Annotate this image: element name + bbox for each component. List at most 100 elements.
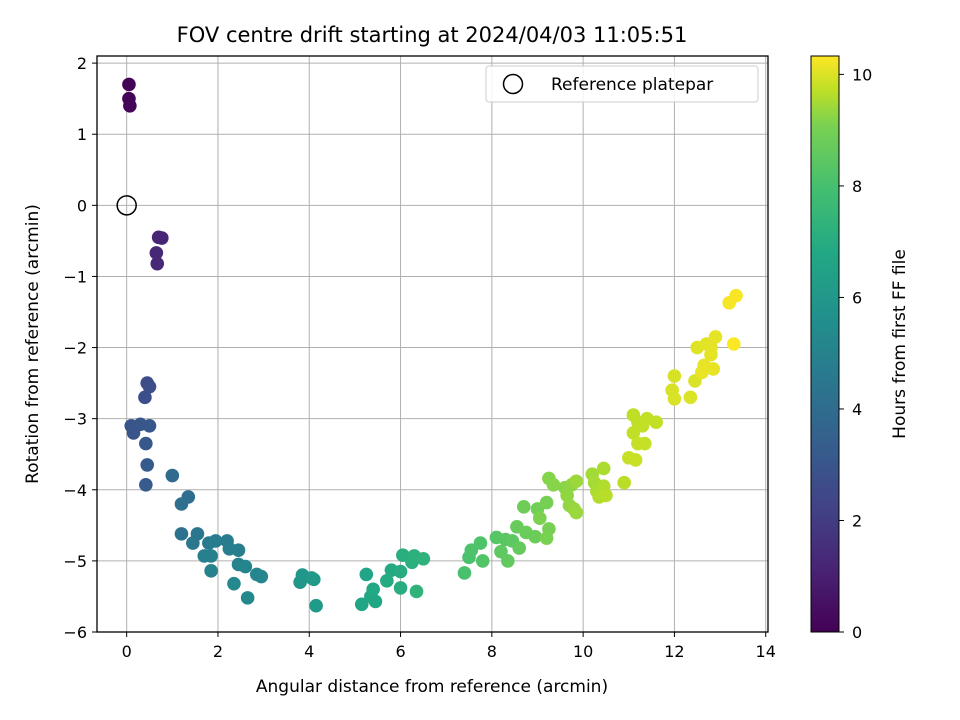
x-tick-label: 4 — [304, 642, 314, 661]
data-point — [501, 554, 515, 568]
data-point — [231, 543, 246, 558]
data-point — [396, 548, 410, 562]
data-point — [617, 475, 632, 490]
data-point — [704, 347, 718, 362]
data-point — [726, 337, 741, 351]
y-tick-label: −4 — [63, 481, 87, 500]
x-tick-label: 8 — [487, 642, 497, 661]
y-tick-label: −6 — [63, 623, 87, 642]
data-point — [409, 584, 424, 599]
data-point — [393, 581, 408, 595]
data-point — [368, 594, 383, 609]
data-point — [254, 569, 269, 584]
y-tick-label: −2 — [63, 339, 87, 358]
data-point — [569, 474, 584, 489]
colorbar-gradient — [810, 55, 840, 633]
data-point — [539, 531, 554, 545]
data-point — [140, 458, 155, 472]
data-point — [122, 77, 136, 92]
data-point — [599, 488, 613, 503]
data-point — [596, 461, 611, 476]
plot-frame — [96, 55, 769, 633]
data-point — [155, 231, 169, 245]
data-point — [667, 391, 682, 406]
data-point — [649, 415, 663, 430]
data-point — [512, 541, 527, 555]
colorbar-tick-label: 0 — [852, 623, 862, 642]
y-axis-ticks: −6 −5 −4 −3 −2 −1 0 1 2 — [63, 54, 97, 642]
data-point — [186, 536, 200, 550]
x-tick-label: 10 — [573, 642, 593, 661]
y-tick-label: 2 — [77, 54, 87, 73]
legend-label: Reference platepar — [551, 75, 713, 95]
y-tick-label: −3 — [63, 410, 87, 429]
data-point — [359, 567, 374, 582]
data-point — [204, 549, 218, 563]
data-point — [139, 478, 153, 492]
colorbar-tick-label: 2 — [852, 511, 862, 530]
data-point — [457, 566, 472, 580]
data-points — [122, 77, 743, 613]
chart-title: FOV centre drift starting at 2024/04/03 … — [177, 23, 688, 47]
data-point — [142, 418, 157, 433]
data-point — [227, 576, 241, 591]
y-tick-label: −5 — [63, 552, 87, 571]
data-point — [208, 534, 223, 548]
data-point — [380, 574, 394, 588]
data-point — [528, 529, 543, 544]
data-point — [475, 554, 490, 568]
grid-lines — [97, 56, 768, 633]
data-point — [539, 495, 554, 510]
colorbar-tick-label: 6 — [852, 288, 862, 307]
data-point — [393, 564, 408, 579]
data-point — [708, 330, 723, 344]
data-point — [238, 559, 253, 574]
data-point — [532, 511, 547, 526]
data-point — [366, 582, 380, 597]
colorbar-title: Hours from first FF file — [890, 249, 910, 439]
data-point — [240, 591, 255, 605]
y-tick-label: 1 — [77, 125, 87, 144]
x-axis-ticks: 0 2 4 6 8 10 12 14 — [122, 632, 776, 661]
legend-box — [485, 65, 759, 103]
data-point — [149, 246, 164, 260]
data-point — [416, 551, 431, 566]
x-tick-label: 6 — [395, 642, 405, 661]
reference-point — [116, 195, 137, 216]
data-point — [569, 505, 584, 520]
data-point — [165, 468, 180, 483]
x-axis-title: Angular distance from reference (arcmin) — [256, 677, 608, 697]
data-point — [174, 497, 189, 511]
data-point — [667, 369, 682, 383]
data-point — [293, 575, 307, 590]
data-point — [139, 436, 153, 451]
colorbar: 0 2 4 6 8 10 Hours from first FF file — [810, 55, 910, 642]
data-point — [473, 536, 488, 550]
data-point — [695, 365, 709, 380]
data-point — [516, 500, 531, 514]
legend-marker — [502, 73, 524, 95]
data-point — [309, 598, 323, 613]
data-point — [142, 379, 157, 394]
x-tick-label: 2 — [213, 642, 223, 661]
colorbar-ticks: 0 2 4 6 8 10 — [839, 65, 872, 642]
data-point — [683, 390, 698, 405]
x-tick-label: 14 — [756, 642, 776, 661]
colorbar-tick-label: 4 — [852, 400, 862, 419]
data-point — [138, 390, 152, 405]
reference-marker — [116, 195, 137, 216]
data-point — [123, 98, 137, 113]
data-point — [174, 527, 189, 541]
colorbar-tick-label: 10 — [852, 65, 872, 84]
y-tick-label: 0 — [77, 196, 87, 215]
data-point — [307, 572, 321, 587]
data-point — [150, 256, 165, 271]
data-point — [464, 543, 479, 558]
data-point — [626, 426, 641, 440]
data-point — [706, 362, 721, 376]
data-point — [628, 453, 643, 467]
data-point — [546, 478, 561, 492]
y-tick-label: −1 — [63, 267, 87, 286]
data-point — [354, 597, 369, 612]
